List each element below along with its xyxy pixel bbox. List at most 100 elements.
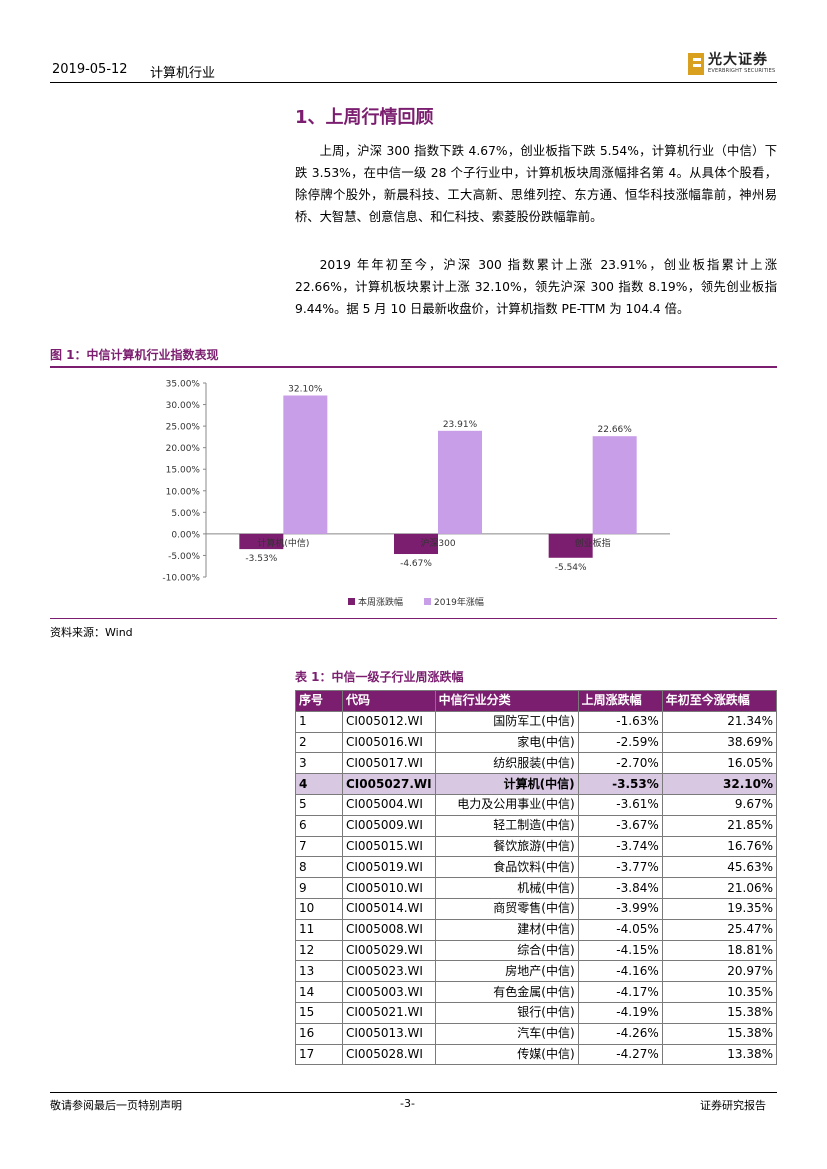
data-label: 32.10% [288, 385, 323, 395]
header-sector: 计算机行业 [150, 66, 216, 81]
table-cell: 17 [295, 1043, 343, 1066]
paragraph-ytd-review: 2019 年年初至今，沪深 300 指数累计上涨 23.91%，创业板指累计上涨… [295, 258, 777, 316]
table-cell: 3 [295, 752, 343, 775]
table-cell: 9 [295, 877, 343, 899]
table-cell: 8 [295, 856, 343, 879]
logo-text-en: EVERBRIGHT SECURITIES [708, 68, 776, 74]
table-header-row: 序号 代码 中信行业分类 上周涨跌幅 年初至今涨跌幅 [295, 690, 778, 712]
header-date: 2019-05-12 [52, 62, 128, 77]
table-cell: -3.77% [577, 856, 663, 879]
legend-swatch [348, 598, 355, 605]
table-cell: 16.76% [661, 835, 778, 858]
bar-weekly [394, 533, 438, 555]
table-cell: CI005009.WI [342, 814, 436, 837]
table-cell: 19.35% [661, 897, 778, 920]
table-row: 15 CI005021.WI 银行(中信) -4.19% 15.38% [295, 1001, 778, 1024]
table-cell: CI005012.WI [342, 710, 436, 733]
table-cell: 银行(中信) [434, 1001, 579, 1024]
y-tick-label: -10.00% [162, 574, 200, 584]
table-cell: 有色金属(中信) [434, 981, 579, 1003]
table-header-cell: 序号 [295, 690, 343, 712]
table-cell: -4.19% [577, 1001, 663, 1024]
table-cell: 建材(中信) [434, 918, 579, 941]
table-header-cell: 中信行业分类 [434, 690, 579, 712]
table-row: 14 CI005003.WI 有色金属(中信) -4.17% 10.35% [295, 981, 778, 1003]
section-title: 1、上周行情回顾 [295, 107, 434, 128]
table-cell: 7 [295, 835, 343, 858]
table-cell: 38.69% [661, 731, 778, 754]
figure-source: 资料来源：Wind [50, 626, 133, 639]
data-label: 23.91% [443, 420, 478, 430]
y-tick-label: 5.00% [171, 509, 200, 519]
table-header-cell: 年初至今涨跌幅 [661, 690, 778, 712]
y-tick-label: 15.00% [166, 466, 201, 476]
table-cell: CI005016.WI [342, 731, 436, 754]
table-cell: CI005013.WI [342, 1022, 436, 1045]
footer-page-number: -3- [400, 1097, 415, 1110]
logo-text-cn: 光大证券 [708, 52, 768, 68]
table-cell: 13.38% [661, 1043, 778, 1066]
footer-divider [50, 1092, 777, 1093]
table-row: 4 CI005027.WI 计算机(中信) -3.53% 32.10% [295, 773, 778, 795]
company-logo: 光大证券 EVERBRIGHT SECURITIES [688, 52, 775, 75]
table-header-cell: 上周涨跌幅 [577, 690, 663, 712]
table-row: 11 CI005008.WI 建材(中信) -4.05% 25.47% [295, 918, 778, 941]
table-cell: -4.15% [577, 939, 663, 962]
table-cell: 房地产(中信) [434, 960, 579, 983]
table-cell: 6 [295, 814, 343, 837]
table-cell: 32.10% [661, 773, 778, 795]
table-cell: 45.63% [661, 856, 778, 879]
y-tick-label: -5.00% [168, 552, 200, 562]
table-cell: -3.99% [577, 897, 663, 920]
table-cell: 汽车(中信) [434, 1022, 579, 1045]
index-performance-chart: 35.00% 30.00% 25.00% 20.00% 15.00% 10.00% 5.00… [162, 380, 670, 608]
bar-weekly [239, 533, 284, 550]
footer-report-type: 证券研究报告 [700, 1099, 766, 1112]
table-cell: CI005029.WI [342, 939, 436, 962]
footer-disclaimer: 敬请参阅最后一页特别声明 [50, 1099, 182, 1112]
table-cell: CI005021.WI [342, 1001, 436, 1024]
table-cell: -4.27% [577, 1043, 663, 1066]
table-cell: 纺织服装(中信) [434, 752, 579, 775]
table-cell: 15.38% [661, 1001, 778, 1024]
table-cell: CI005027.WI [342, 773, 436, 795]
table-cell: CI005010.WI [342, 877, 436, 899]
bar-weekly [548, 533, 593, 558]
table-cell: -4.26% [577, 1022, 663, 1045]
table-cell: 10.35% [661, 981, 778, 1003]
y-tick-label: 25.00% [166, 423, 201, 433]
table-cell: 机械(中信) [434, 877, 579, 899]
table-cell: -3.61% [577, 793, 663, 816]
table-cell: CI005003.WI [342, 981, 436, 1003]
bar-ytd [283, 395, 328, 534]
table-row: 7 CI005015.WI 餐饮旅游(中信) -3.74% 16.76% [295, 835, 778, 858]
table-cell: 12 [295, 939, 343, 962]
table-cell: 2 [295, 731, 343, 754]
x-category-label: 创业板指 [575, 537, 611, 549]
table-cell: 食品饮料(中信) [434, 856, 579, 879]
table-cell: CI005014.WI [342, 897, 436, 920]
figure-top-rule [50, 366, 777, 368]
industry-weekly-table: 序号 代码 中信行业分类 上周涨跌幅 年初至今涨跌幅 1 CI005012.WI 国防军工(… [295, 690, 778, 1066]
y-tick-label: 10.00% [166, 487, 201, 497]
table-cell: -3.67% [577, 814, 663, 837]
y-tick-label: 35.00% [166, 380, 201, 390]
table-cell: CI005023.WI [342, 960, 436, 983]
table-header-cell: 代码 [342, 690, 436, 712]
table-cell: 传媒(中信) [434, 1043, 579, 1066]
legend-label: 本周涨跌幅 [358, 596, 403, 608]
table-row: 8 CI005019.WI 食品饮料(中信) -3.77% 45.63% [295, 856, 778, 879]
table-cell: 18.81% [661, 939, 778, 962]
table-cell: 轻工制造(中信) [434, 814, 579, 837]
table-row: 1 CI005012.WI 国防军工(中信) -1.63% 21.34% [295, 710, 778, 733]
table-cell: 4 [295, 773, 343, 795]
table-cell: 14 [295, 981, 343, 1003]
table-cell: 15 [295, 1001, 343, 1024]
table-cell: CI005019.WI [342, 856, 436, 879]
table-cell: 9.67% [661, 793, 778, 816]
table-cell: -2.70% [577, 752, 663, 775]
table-row: 17 CI005028.WI 传媒(中信) -4.27% 13.38% [295, 1043, 778, 1066]
table-cell: 国防军工(中信) [434, 710, 579, 733]
table-cell: 15.38% [661, 1022, 778, 1045]
legend-swatch [424, 598, 431, 605]
